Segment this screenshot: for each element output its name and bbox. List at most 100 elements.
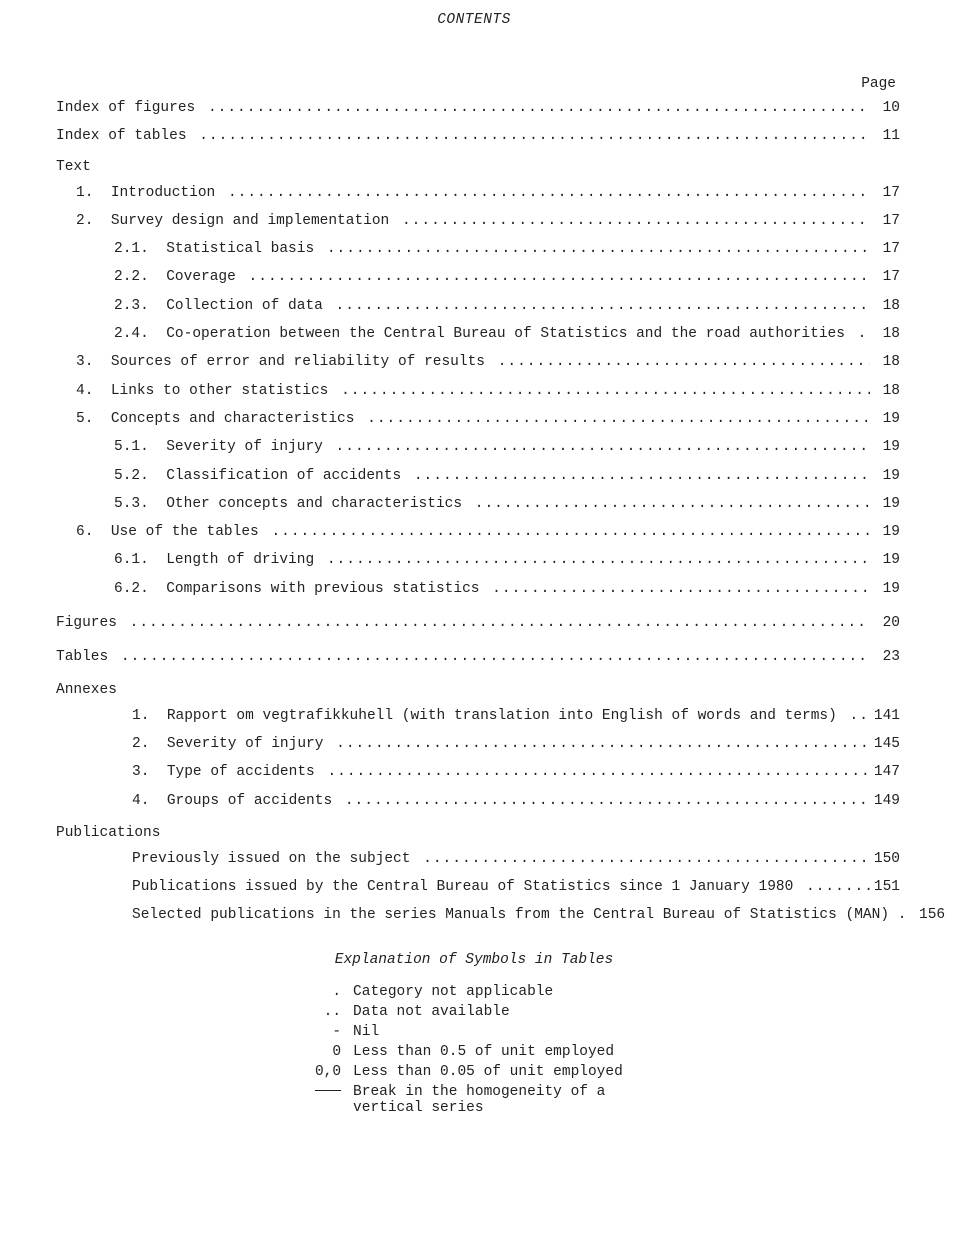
toc-page: 19	[870, 494, 900, 514]
toc-number: 4.	[132, 791, 167, 811]
toc-leader: ........................................…	[245, 267, 870, 287]
toc-number: 5.2.	[114, 466, 166, 486]
toc-number: 2.2.	[114, 267, 166, 287]
toc-page: 18	[870, 381, 900, 401]
symbol-description: Break in the homogeneity of a vertical s…	[353, 1082, 633, 1118]
toc-page: 10	[870, 98, 900, 118]
toc-number: 5.1.	[114, 437, 166, 457]
symbols-table: .Category not applicable..Data not avail…	[315, 982, 633, 1118]
toc-row: Selected publications in the series Manu…	[48, 905, 900, 925]
toc-row: 5. Concepts and characteristics ........…	[48, 409, 900, 429]
toc-row: 2.4. Co-operation between the Central Bu…	[48, 324, 900, 344]
toc-label: Index of tables	[56, 126, 195, 146]
toc-page: 19	[870, 437, 900, 457]
symbol-row: ..Data not available	[315, 1002, 633, 1022]
page-container: CONTENTS Page Index of figures .........…	[0, 0, 960, 1198]
toc-page: 17	[870, 267, 900, 287]
toc-label: Severity of injury	[166, 437, 331, 457]
toc-row: 2.3. Collection of data ................…	[48, 296, 900, 316]
toc-section-label: Publications	[56, 825, 900, 841]
toc-row: 4. Groups of accidents .................…	[48, 791, 900, 811]
toc-label: Statistical basis	[166, 239, 323, 259]
toc-leader: ........................................…	[195, 126, 870, 146]
toc-page: 20	[870, 613, 900, 633]
toc-label: Length of driving	[166, 550, 323, 570]
toc-page: 141	[870, 706, 900, 726]
toc-page: 19	[870, 466, 900, 486]
toc-row: 6. Use of the tables ...................…	[48, 522, 900, 542]
toc-page: 18	[870, 296, 900, 316]
toc-page: 149	[870, 791, 900, 811]
symbol-description: Less than 0.5 of unit employed	[353, 1042, 633, 1062]
toc-label: Selected publications in the series Manu…	[132, 905, 915, 925]
toc-leader: ........................................…	[117, 647, 870, 667]
toc-leader: ........................................…	[341, 791, 870, 811]
toc-row: 2.2. Coverage ..........................…	[48, 267, 900, 287]
toc-label: Introduction	[111, 183, 224, 203]
toc-leader: ........................................…	[398, 211, 870, 231]
toc-leader: ........................................…	[332, 437, 870, 457]
toc-row: Publications issued by the Central Burea…	[48, 877, 900, 897]
toc-number: 5.3.	[114, 494, 166, 514]
toc-row: 6.1. Length of driving .................…	[48, 550, 900, 570]
toc-leader: ........................................…	[337, 381, 870, 401]
toc-page: 23	[870, 647, 900, 667]
symbol-row: .Category not applicable	[315, 982, 633, 1002]
toc-leader: ........................................…	[332, 296, 870, 316]
toc-label: Rapport om vegtrafikkuhell (with transla…	[167, 706, 846, 726]
toc-label: Collection of data	[166, 296, 331, 316]
toc-leader: ........................................…	[363, 409, 870, 429]
toc-label: Classification of accidents	[166, 466, 410, 486]
toc-leader: ........................................…	[204, 98, 870, 118]
toc-section-label: Annexes	[56, 682, 900, 698]
toc-page: 11	[870, 126, 900, 146]
toc-page: 18	[870, 352, 900, 372]
toc-number: 2.3.	[114, 296, 166, 316]
toc-label: Sources of error and reliability of resu…	[111, 352, 494, 372]
symbol-row: -Nil	[315, 1022, 633, 1042]
toc-number: 6.2.	[114, 579, 166, 599]
toc-page: 17	[870, 183, 900, 203]
toc-label: Publications issued by the Central Burea…	[132, 877, 802, 897]
toc-label: Type of accidents	[167, 762, 324, 782]
toc-page: 17	[870, 211, 900, 231]
symbol-sign: 0	[315, 1042, 353, 1062]
toc-number: 5.	[76, 409, 111, 429]
toc-row: Index of tables ........................…	[48, 126, 900, 146]
toc-row: Tables .................................…	[48, 647, 900, 667]
page-column-header: Page	[48, 76, 896, 92]
toc-label: Coverage	[166, 267, 244, 287]
toc-leader: ........................................…	[224, 183, 870, 203]
toc-page: 19	[870, 579, 900, 599]
toc-row: 3. Sources of error and reliability of r…	[48, 352, 900, 372]
toc-label: Comparisons with previous statistics	[166, 579, 488, 599]
toc-page: 147	[870, 762, 900, 782]
toc-leader: ........................................…	[802, 877, 870, 897]
toc-page: 18	[870, 324, 900, 344]
toc-label: Severity of injury	[167, 734, 332, 754]
toc-row: Previously issued on the subject .......…	[48, 849, 900, 869]
toc-page: 156	[915, 905, 945, 925]
toc-page: 145	[870, 734, 900, 754]
symbol-sign: ..	[315, 1002, 353, 1022]
toc-label: Links to other statistics	[111, 381, 337, 401]
toc-row: 4. Links to other statistics ...........…	[48, 381, 900, 401]
symbol-sign: -	[315, 1022, 353, 1042]
toc-number: 4.	[76, 381, 111, 401]
toc-leader: ........................................…	[854, 324, 870, 344]
toc-number: 2.	[76, 211, 111, 231]
toc-row: 6.2. Comparisons with previous statistic…	[48, 579, 900, 599]
toc-number: 6.	[76, 522, 111, 542]
toc-row: Index of figures .......................…	[48, 98, 900, 118]
toc-leader: ........................................…	[494, 352, 870, 372]
page-title: CONTENTS	[48, 12, 900, 28]
toc-number: 1.	[76, 183, 111, 203]
toc-page: 17	[870, 239, 900, 259]
toc-number: 1.	[132, 706, 167, 726]
toc-label: Index of figures	[56, 98, 204, 118]
toc-number: 2.4.	[114, 324, 166, 344]
toc-leader: ........................................…	[323, 239, 870, 259]
toc-leader: ........................................…	[126, 613, 870, 633]
toc-row: 5.1. Severity of injury ................…	[48, 437, 900, 457]
toc-number: 3.	[132, 762, 167, 782]
